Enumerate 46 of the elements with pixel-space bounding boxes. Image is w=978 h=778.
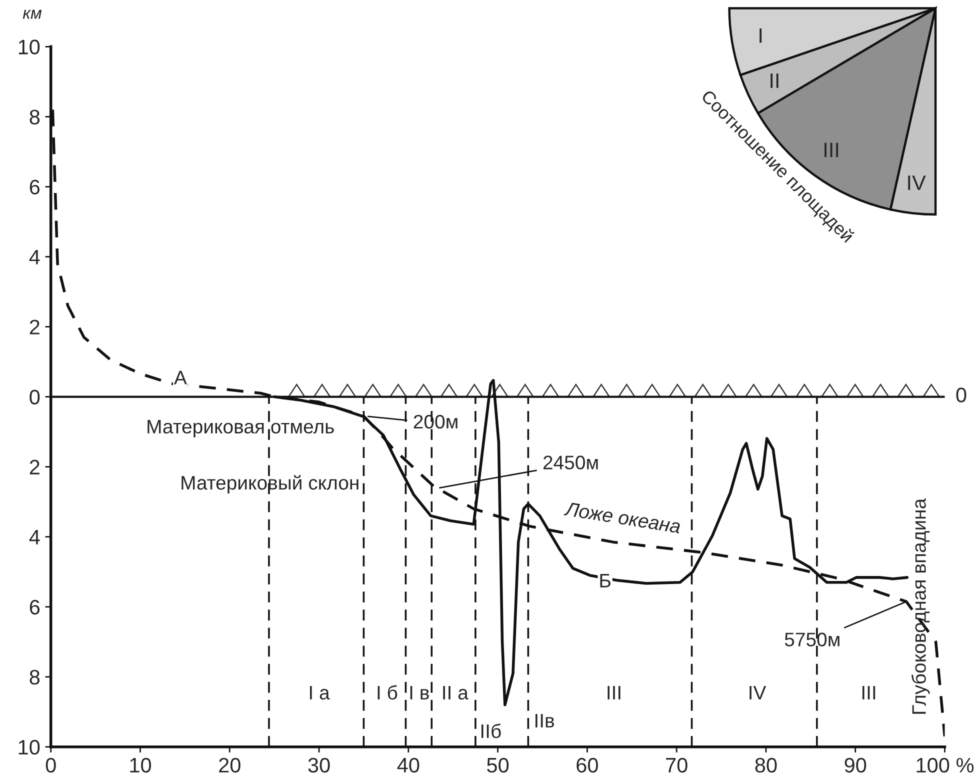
- x-tick-label: 10: [130, 758, 152, 773]
- annotation: IIв: [536, 714, 554, 728]
- annotation: I а: [310, 686, 330, 700]
- y-tick-label: 6: [30, 180, 40, 194]
- x-tick-label: 30: [308, 758, 330, 773]
- y-tick-label: 8: [30, 670, 40, 685]
- x-tick-label: 90: [844, 758, 866, 773]
- y-tick-label: 2: [30, 460, 40, 474]
- annotation: III: [608, 686, 620, 700]
- annotation: IIб: [481, 724, 501, 738]
- y-tick-label: 2: [30, 320, 40, 334]
- x-tick-label: 70: [666, 758, 688, 773]
- annotation: I в: [410, 686, 429, 700]
- annotation: Материковая отмель: [148, 420, 334, 438]
- annotation: 2450м: [543, 456, 598, 470]
- y-tick-label: 0: [30, 390, 40, 405]
- slice-label: IV: [908, 176, 926, 190]
- annotation: Ложе океана: [564, 502, 681, 534]
- x-tick-label: 100 %: [916, 758, 974, 773]
- annotation: Глубоководная впадина: [911, 498, 930, 714]
- x-tick-label: 20: [219, 758, 240, 773]
- y-tick-label: 10: [18, 40, 40, 54]
- y-axis-title: км: [22, 10, 42, 19]
- annotation: А: [174, 370, 187, 384]
- slice-label: III: [824, 142, 838, 158]
- x-tick-label: 80: [755, 758, 777, 773]
- annotation: III: [862, 686, 876, 700]
- y-tick-label: 4: [29, 530, 40, 544]
- annotation: II а: [443, 686, 468, 700]
- x-tick-label: 50: [487, 758, 509, 773]
- annotation: Материковый склон: [182, 475, 358, 494]
- x-tick-label: 60: [576, 758, 598, 773]
- x-tick-label: 40: [397, 758, 420, 773]
- y-tick-label: 10: [18, 740, 40, 755]
- y-tick-label: 6: [30, 600, 40, 615]
- y-tick-label: 8: [30, 110, 40, 124]
- slice-label: II: [770, 74, 778, 88]
- slice-label: I: [760, 28, 762, 43]
- annotation: Б: [600, 574, 610, 588]
- y-tick-label: 4: [29, 250, 40, 264]
- annotation: IV: [750, 686, 766, 700]
- annotation: I б: [378, 685, 398, 700]
- ref-line-label: 0: [956, 388, 966, 402]
- x-tick-label: 0: [46, 758, 56, 773]
- annotation: 200м: [414, 414, 458, 429]
- annotation: 5750м: [784, 632, 840, 646]
